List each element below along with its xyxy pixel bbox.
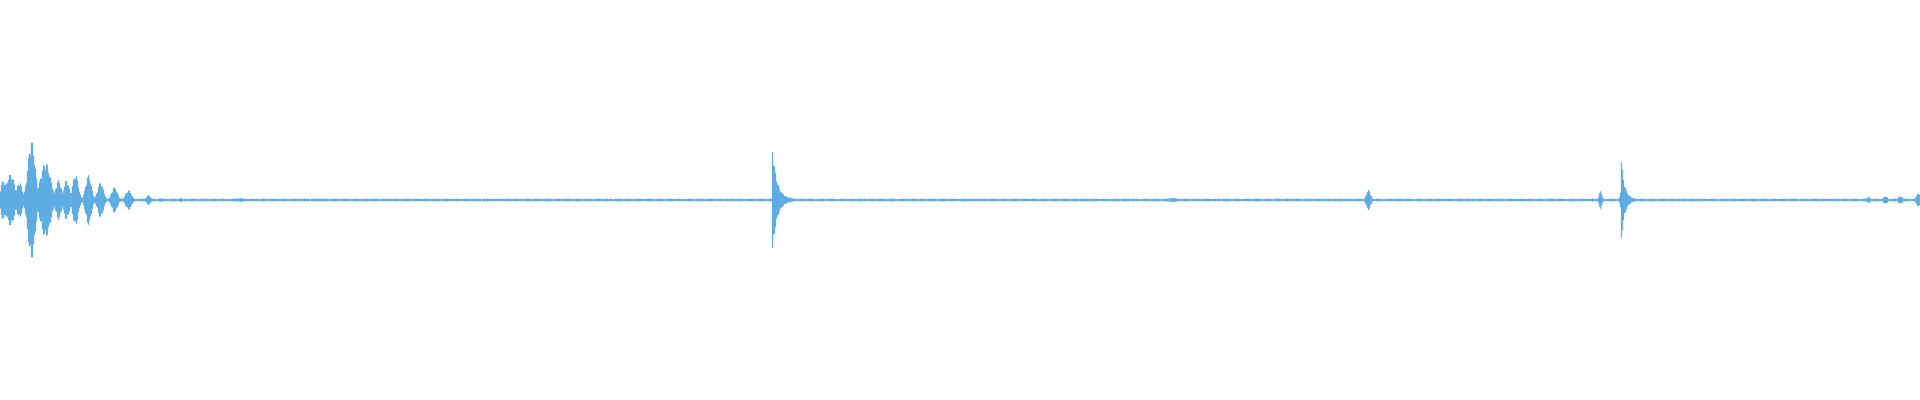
waveform-path bbox=[0, 142, 1920, 258]
